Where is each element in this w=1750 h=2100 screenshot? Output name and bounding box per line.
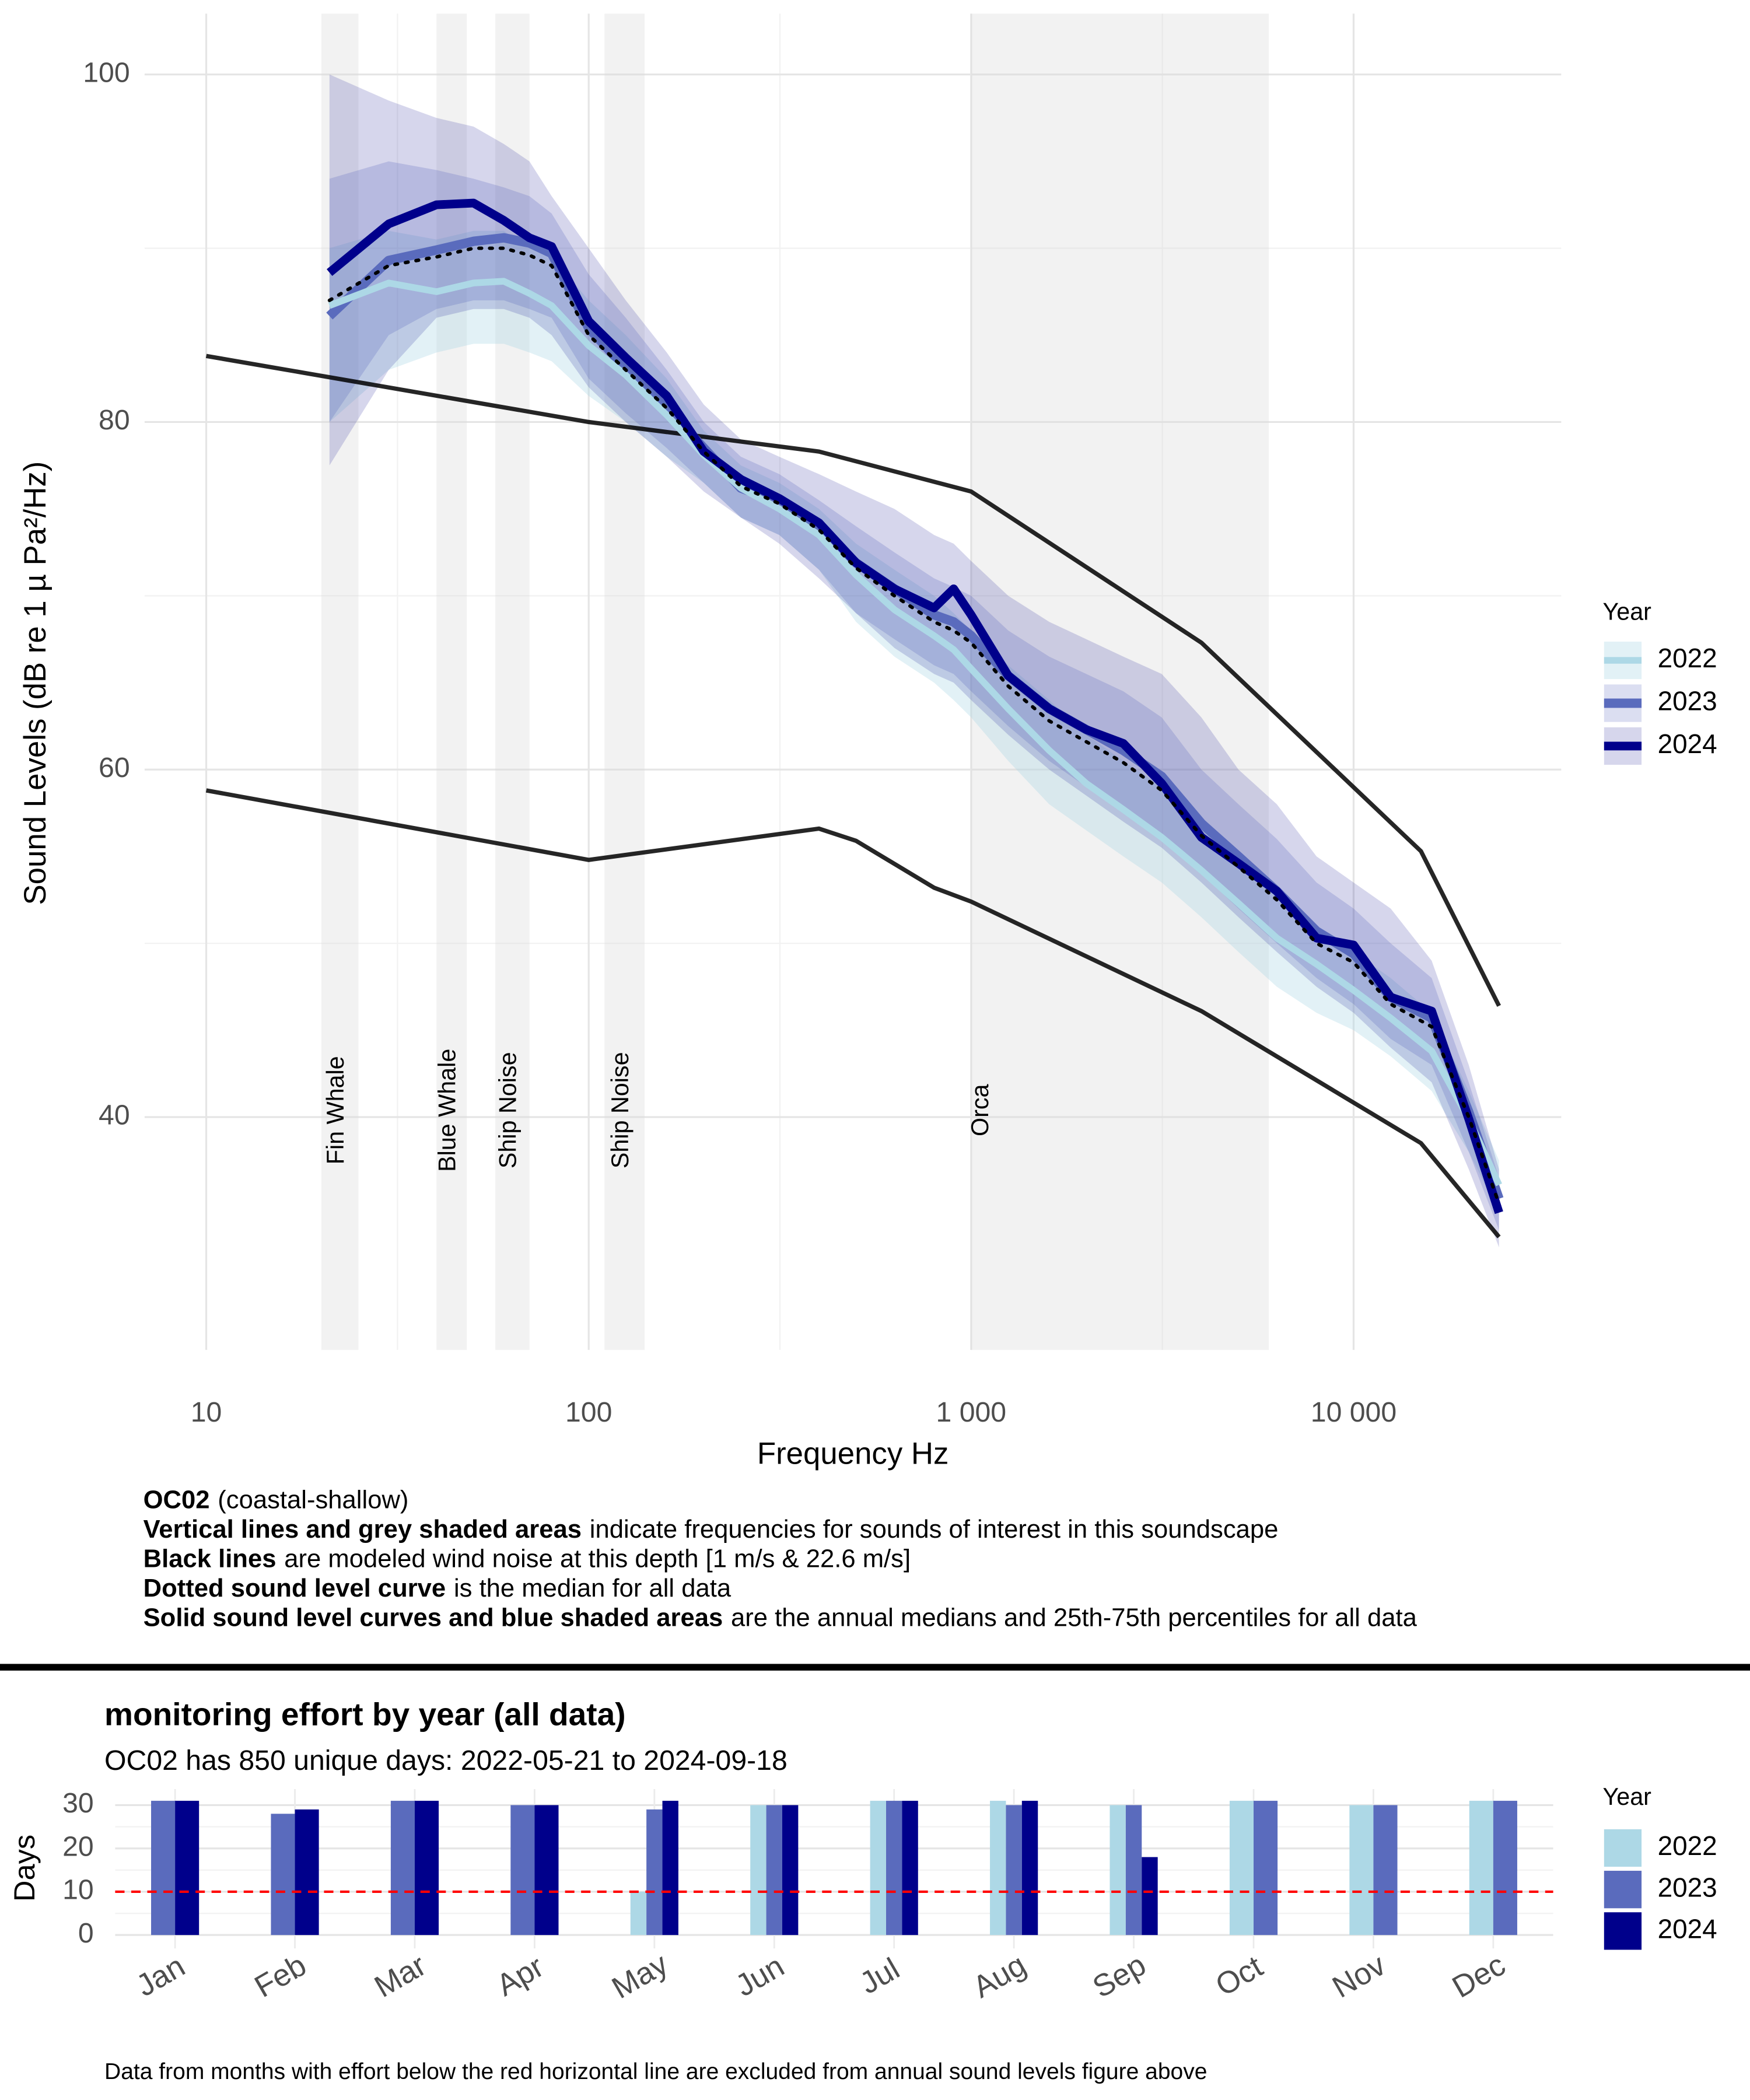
percentile-band [329,161,1499,1230]
bar [646,1809,663,1936]
bar [151,1801,176,1936]
legend-title: Year [1603,1783,1652,1810]
legend-title: Year [1603,598,1652,625]
note-bold: Black lines [144,1545,276,1573]
y-tick-label: 100 [83,57,130,88]
note-text: indicate frequencies for sounds of inter… [590,1516,1279,1544]
note-line: OC02 (coastal-shallow) [144,1486,409,1514]
bar [1229,1801,1254,1936]
bar [1142,1857,1158,1936]
legend-label: 2023 [1658,686,1717,716]
bar [886,1801,902,1936]
note-line: Dotted sound level curve is the median fo… [144,1574,732,1602]
chart-title: monitoring effort by year (all data) [104,1696,626,1732]
legend-key [1604,1829,1642,1867]
x-axis-title: Frequency Hz [757,1436,949,1471]
note-bold: OC02 [144,1486,210,1514]
legend-key [1604,1912,1642,1950]
bar [1125,1805,1142,1936]
sound-region [604,13,645,1350]
note-bold: Solid sound level curves and blue shaded… [144,1604,723,1632]
bar [1110,1805,1126,1936]
note-bold: Dotted sound level curve [144,1574,446,1602]
y-tick-label: 0 [78,1917,94,1949]
y-tick-label: 20 [62,1831,94,1862]
note-text: are the annual medians and 25th-75th per… [731,1604,1418,1632]
bar [390,1801,415,1936]
x-tick-label: 1 000 [936,1396,1007,1428]
bar [990,1801,1006,1936]
bar [662,1801,678,1936]
bar [1254,1801,1278,1936]
bar [295,1809,319,1936]
x-tick-label: 10 [191,1396,222,1428]
bar [1493,1801,1517,1936]
x-tick-label: 10 000 [1311,1396,1396,1428]
legend-label: 2024 [1658,1913,1717,1944]
wind-noise-line [205,354,1502,1007]
footnote: Data from months with effort below the r… [104,2059,1207,2084]
note-bold: Vertical lines and grey shaded areas [144,1516,582,1544]
legend-label: 2022 [1658,1831,1717,1861]
bar [902,1801,918,1936]
note-text: are modeled wind noise at this depth [1 … [284,1545,911,1573]
y-tick-label: 10 [62,1874,94,1906]
x-tick-label: 100 [565,1396,612,1428]
y-tick-label: 60 [99,752,130,783]
region-label: Blue Whale [434,1049,461,1172]
bar [766,1805,782,1936]
bar [1469,1801,1493,1936]
y-axis-title: Days [8,1835,41,1902]
region-label: Orca [967,1084,993,1137]
y-tick-label: 30 [62,1787,94,1819]
bar [1373,1805,1398,1936]
sound-region [321,13,359,1350]
legend-key [1604,1871,1642,1909]
bar [1349,1805,1374,1936]
note-line: Black lines are modeled wind noise at thi… [144,1545,911,1573]
note-line: Vertical lines and grey shaded areas indi… [144,1516,1279,1544]
bar [782,1805,799,1936]
y-tick-label: 40 [99,1100,130,1131]
bar [510,1805,535,1936]
bar [630,1891,647,1936]
overall-median-line [327,246,1501,1206]
note-line: Solid sound level curves and blue shaded… [144,1604,1418,1632]
percentile-band [329,230,1499,1213]
bar [1021,1801,1038,1936]
bar [414,1801,439,1936]
region-label: Ship Noise [495,1052,522,1168]
wind-noise-line [205,788,1501,1238]
note-text: is the median for all data [454,1574,732,1602]
bar [175,1801,200,1936]
bar [534,1805,559,1936]
spectrum-chart: 40 60 80 100 10 100 1 000 10 000 Sound Levels (d… [18,13,1717,1471]
region-label: Fin Whale [322,1056,349,1164]
y-axis-title: Sound Levels (dB re 1 µ Pa²/Hz) [18,461,52,905]
legend-label: 2022 [1658,643,1717,673]
median-line [327,198,1503,1214]
bar [750,1805,766,1936]
bar [1006,1805,1022,1936]
sound-region [436,13,467,1350]
bar [271,1814,295,1936]
legend-label: 2023 [1658,1872,1717,1902]
bar [870,1801,887,1936]
chart-subtitle: OC02 has 850 unique days: 2022-05-21 to … [104,1745,788,1776]
median-line [328,278,1502,1186]
region-label: Ship Noise [607,1052,634,1168]
legend-label: 2024 [1658,729,1717,759]
note-text: (coastal-shallow) [218,1486,408,1514]
y-tick-label: 80 [99,404,130,436]
